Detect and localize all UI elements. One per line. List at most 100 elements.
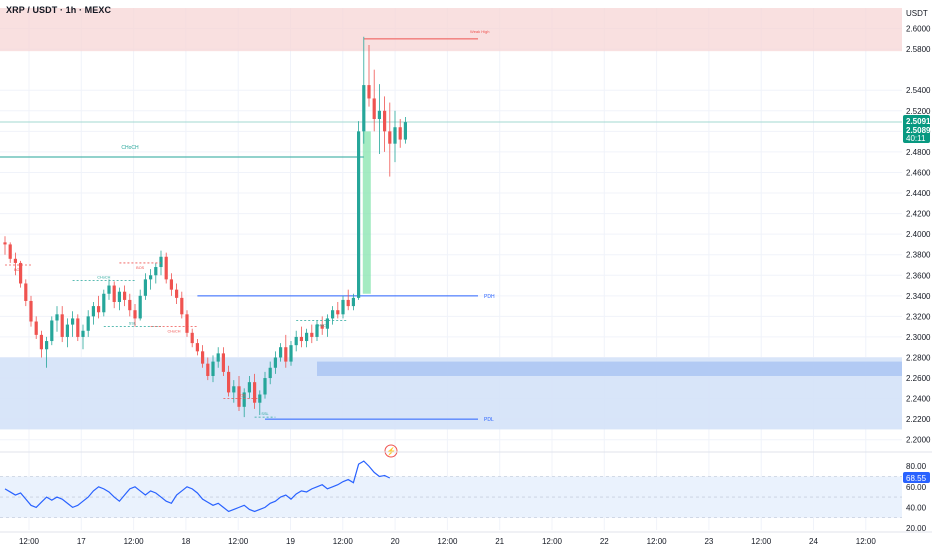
- candle-body: [253, 382, 257, 403]
- candle-body: [180, 297, 184, 315]
- candle-body: [346, 299, 350, 307]
- candle-body: [71, 318, 75, 325]
- candle-body: [149, 275, 153, 280]
- candle-body: [320, 324, 324, 329]
- candle-body: [34, 321, 38, 335]
- candle-body: [128, 299, 132, 311]
- price-tick-label: 2.3400: [906, 292, 931, 301]
- candle-body: [258, 394, 262, 403]
- candle-body: [13, 258, 17, 263]
- candles: [3, 36, 407, 418]
- time-tick-label: 19: [286, 537, 295, 546]
- structure-label: BOS: [238, 394, 246, 398]
- candle-body: [65, 324, 69, 337]
- candle-body: [273, 357, 277, 368]
- candle-body: [294, 336, 298, 346]
- pdl-label: PDL: [484, 417, 494, 423]
- time-tick-label: 24: [809, 537, 818, 546]
- candle-body: [81, 330, 85, 337]
- candle-body: [97, 306, 101, 313]
- candle-body: [232, 386, 236, 393]
- time-tick-label: 18: [181, 537, 190, 546]
- candle-body: [86, 316, 90, 331]
- candle-body: [112, 285, 116, 302]
- rsi-tick-label: 20.00: [906, 524, 927, 533]
- zones: [0, 8, 902, 430]
- candle-body: [159, 256, 163, 268]
- candle-body: [76, 318, 80, 337]
- price-tick-label: 2.4200: [906, 210, 931, 219]
- candle-body: [227, 371, 231, 393]
- pdh-label: PDH: [484, 294, 495, 300]
- candle-body: [263, 378, 267, 395]
- candle-body: [279, 347, 283, 358]
- price-tick-label: 2.6000: [906, 25, 931, 34]
- time-tick-label: 21: [495, 537, 504, 546]
- symbol-title[interactable]: XRP / USDT · 1h · MEXC: [6, 5, 112, 15]
- time-tick-label: 22: [600, 537, 609, 546]
- candle-body: [195, 343, 199, 352]
- structure-label: SSL: [129, 322, 136, 326]
- price-tick-label: 2.3200: [906, 312, 931, 321]
- choch-main-label: CHoCH: [121, 145, 139, 151]
- candle-body: [138, 295, 142, 319]
- structure-label: BOS: [136, 266, 144, 270]
- time-tick-label: 12:00: [437, 537, 458, 546]
- candle-body: [164, 256, 168, 280]
- price-tick-label: 2.2400: [906, 395, 931, 404]
- candle-body: [3, 242, 7, 245]
- candle-body: [398, 127, 402, 140]
- axes: 2.60002.58002.54002.52002.50002.48002.46…: [0, 9, 932, 546]
- candle-body: [45, 341, 49, 350]
- price-tick-label: 2.4600: [906, 168, 931, 177]
- structure-label: CHoCH: [97, 275, 110, 279]
- price-tick-label: 2.2200: [906, 415, 931, 424]
- currency-label: USDT: [906, 9, 928, 18]
- candle-body: [315, 324, 319, 337]
- levels: [0, 38, 902, 420]
- price-tick-label: 2.2800: [906, 353, 931, 362]
- candle-body: [206, 363, 210, 376]
- candle-body: [357, 131, 361, 298]
- candle-body: [388, 131, 392, 144]
- candle-body: [19, 262, 23, 284]
- grid-lines: [0, 8, 902, 530]
- structure-label: BOS: [14, 268, 22, 272]
- fvg-box: [362, 131, 371, 294]
- candle-body: [102, 293, 106, 313]
- candle-body: [39, 334, 43, 350]
- candle-body: [117, 291, 121, 302]
- time-tick-label: 12:00: [333, 537, 354, 546]
- price-tick-label: 2.5200: [906, 107, 931, 116]
- candle-body: [143, 279, 147, 296]
- structure-label: SSL: [261, 412, 268, 416]
- candle-body: [50, 320, 54, 342]
- candle-body: [190, 332, 194, 344]
- candle-body: [393, 127, 397, 144]
- candle-body: [133, 310, 137, 319]
- candle-body: [8, 244, 12, 259]
- candle-body: [237, 386, 241, 407]
- structure-label: CHoCH: [167, 330, 180, 334]
- candle-body: [383, 110, 387, 132]
- price-tick-label: 2.5400: [906, 86, 931, 95]
- candle-body: [377, 110, 381, 120]
- candle-body: [247, 382, 251, 393]
- rsi-tick-label: 60.00: [906, 483, 927, 492]
- rsi-line: [4, 460, 391, 513]
- candle-body: [268, 367, 272, 379]
- rsi-panel: [0, 460, 902, 519]
- candle-body: [169, 279, 173, 290]
- price-tick-label: 2.3800: [906, 251, 931, 260]
- time-tick-label: 12:00: [19, 537, 40, 546]
- flash-alert-icon: [384, 444, 398, 458]
- candle-body: [331, 310, 335, 319]
- candle-body: [362, 85, 366, 132]
- time-tick-label: 12:00: [751, 537, 772, 546]
- time-tick-label: 12:00: [542, 537, 563, 546]
- flash-alert-glyph: ⚡: [386, 446, 396, 456]
- candle-body: [154, 267, 158, 276]
- candle-body: [351, 297, 355, 307]
- candle-body: [325, 318, 329, 329]
